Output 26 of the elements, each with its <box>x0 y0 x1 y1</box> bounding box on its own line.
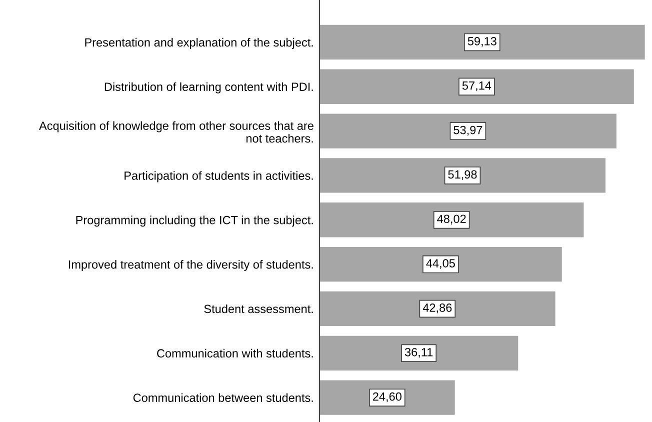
y-tick-label: Acquisition of knowledge from other sources that are not teachers. <box>39 121 314 143</box>
data-label: 48,02 <box>437 214 466 224</box>
y-tick-label: Student assessment. <box>204 304 313 314</box>
data-label: 44,05 <box>426 259 455 269</box>
bar <box>319 291 556 326</box>
data-label: 53,97 <box>454 126 482 136</box>
data-label: 59,13 <box>468 37 496 47</box>
bar <box>319 246 562 282</box>
bar <box>319 69 634 104</box>
y-tick-label: Communication between students. <box>133 393 313 402</box>
y-tick-label: Programming including the ICT in the subject. <box>76 216 313 227</box>
bar <box>319 336 518 370</box>
y-tick-label: Distribution of learning content with PDI. <box>104 82 313 94</box>
data-label: 57,14 <box>462 82 492 92</box>
bar <box>319 202 584 238</box>
bar <box>319 158 606 193</box>
bar <box>319 114 616 148</box>
y-tick-label: Communication with students. <box>157 348 313 358</box>
data-label: 24,60 <box>372 392 402 402</box>
data-label: 42,86 <box>422 304 452 314</box>
data-label: 36,11 <box>404 348 433 358</box>
bar <box>319 24 645 60</box>
y-tick-label: Presentation and explanation of the subject. <box>85 38 313 49</box>
y-tick-label: Participation of students in activities. <box>124 171 313 182</box>
data-label: 51,98 <box>448 170 477 180</box>
y-tick-label: Improved treatment of the diversity of students. <box>68 260 313 272</box>
